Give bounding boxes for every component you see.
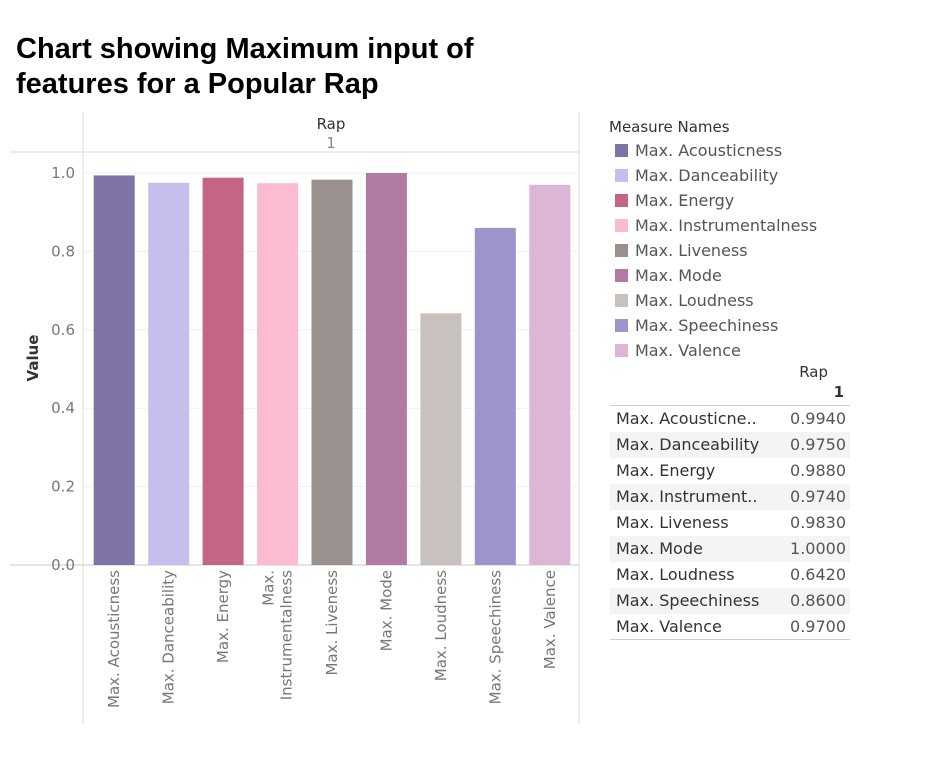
legend-item[interactable]: Max. Valence (610, 338, 930, 363)
y-tick-labels: 0.0 0.2 0.4 0.6 0.8 1.0 (51, 164, 75, 574)
legend-label: Max. Speechiness (635, 316, 779, 335)
legend-label: Max. Valence (635, 341, 741, 360)
table-row-name: Max. Danceability (616, 435, 760, 454)
y-tick-label: 0.4 (51, 399, 75, 417)
table-rows: Max. Acousticne.. 0.9940 Max. Danceability… (610, 405, 850, 640)
legend-item[interactable]: Max. Speechiness (610, 313, 930, 338)
x-tick-label: Max. Speechiness (486, 570, 504, 705)
x-tick-label: Max. (260, 570, 278, 606)
table-row: Max. Loudness 0.6420 (610, 562, 850, 588)
legend-swatch (615, 294, 628, 307)
bar[interactable] (420, 313, 462, 565)
table-row-value: 0.9740 (790, 487, 846, 506)
legend-item[interactable]: Max. Danceability (610, 163, 930, 188)
table-row-value: 0.8600 (790, 591, 846, 610)
table-header: Rap (799, 363, 828, 381)
legend-item[interactable]: Max. Liveness (610, 238, 930, 263)
table-row: Max. Danceability 0.9750 (610, 432, 850, 458)
y-tick-label: 1.0 (51, 164, 75, 182)
legend-label: Max. Mode (635, 266, 722, 285)
legend-item[interactable]: Max. Energy (610, 188, 930, 213)
legend-swatch (615, 319, 628, 332)
chart-title: Chart showing Maximum input of features … (16, 33, 474, 100)
legend-title: Measure Names (609, 118, 730, 136)
legend-swatch (615, 269, 628, 282)
legend-swatch (615, 194, 628, 207)
x-tick-label: Max. Valence (541, 570, 559, 669)
bar[interactable] (365, 173, 407, 565)
x-tick-label: Max. Mode (377, 570, 395, 651)
y-axis-label: Value (24, 335, 42, 382)
legend-label: Max. Liveness (635, 241, 748, 260)
y-tick-label: 0.8 (51, 242, 75, 260)
table-row-name: Max. Instrument.. (616, 487, 758, 506)
bar[interactable] (148, 182, 190, 566)
x-tick-label: Max. Loudness (432, 570, 450, 681)
legend-label: Max. Loudness (635, 291, 754, 310)
table-row-value: 0.9750 (790, 435, 846, 454)
table-row-value: 0.9700 (790, 617, 846, 636)
table-row-value: 0.9940 (790, 409, 846, 428)
bar[interactable] (474, 227, 516, 565)
table-row: Max. Speechiness 0.8600 (610, 588, 850, 614)
legend-swatch (615, 144, 628, 157)
table-row-name: Max. Liveness (616, 513, 729, 532)
column-header: Rap (317, 115, 346, 133)
legend-swatch (615, 244, 628, 257)
legend-item[interactable]: Max. Acousticness (610, 138, 930, 163)
table-row: Max. Liveness 0.9830 (610, 510, 850, 536)
column-subheader: 1 (326, 134, 336, 152)
x-tick-label: Max. Liveness (323, 570, 341, 676)
bar-chart: 0.00.20.40.60.81.0 Max. Acousticness Max.… (10, 112, 580, 724)
legend-label: Max. Danceability (635, 166, 779, 185)
table-subheader: 1 (833, 383, 844, 401)
legend-swatch (615, 219, 628, 232)
x-tick-label: Instrumentalness (278, 570, 296, 700)
legend-item[interactable]: Max. Instrumentalness (610, 213, 930, 238)
bar[interactable] (202, 177, 244, 565)
legend-item[interactable]: Max. Mode (610, 263, 930, 288)
bar[interactable] (93, 175, 135, 565)
legend: Measure Names Max. Acousticness Max. Danc… (609, 116, 930, 363)
legend-swatch (615, 169, 628, 182)
x-tick-label: Max. Energy (214, 570, 232, 663)
table-row-name: Max. Valence (616, 617, 722, 636)
table-row: Max. Valence 0.9700 (610, 614, 850, 640)
table-row: Max. Energy 0.9880 (610, 458, 850, 484)
table-row-name: Max. Loudness (616, 565, 735, 584)
table-row-name: Max. Mode (616, 539, 703, 558)
table-row-value: 0.9830 (790, 513, 846, 532)
legend-item[interactable]: Max. Loudness (610, 288, 930, 313)
value-table: Rap 1 Max. Acousticne.. 0.9940 Max. Dancea… (610, 362, 850, 640)
legend-label: Max. Energy (635, 191, 735, 210)
bar[interactable] (257, 183, 299, 565)
x-tick-labels: Max. Acousticness Max. Danceability Max. E… (105, 570, 559, 708)
legend-swatch (615, 344, 628, 357)
y-tick-label: 0.0 (51, 556, 75, 574)
table-row-name: Max. Energy (616, 461, 716, 480)
table-row-value: 0.9880 (790, 461, 846, 480)
table-row: Max. Mode 1.0000 (610, 536, 850, 562)
legend-label: Max. Instrumentalness (635, 216, 818, 235)
table-row: Max. Instrument.. 0.9740 (610, 484, 850, 510)
y-tick-label: 0.6 (51, 321, 75, 339)
table-row-value: 0.6420 (790, 565, 846, 584)
bars-group[interactable] (93, 173, 571, 566)
y-tick-label: 0.2 (51, 478, 75, 496)
table-row-name: Max. Speechiness (616, 591, 760, 610)
table-row-name: Max. Acousticne.. (616, 409, 757, 428)
table-row: Max. Acousticne.. 0.9940 (610, 406, 850, 432)
x-tick-label: Max. Acousticness (105, 570, 123, 708)
table-row-value: 1.0000 (790, 539, 846, 558)
bar[interactable] (311, 179, 353, 565)
x-tick-label: Max. Danceability (160, 570, 178, 704)
bar[interactable] (529, 184, 571, 566)
legend-label: Max. Acousticness (635, 141, 783, 160)
legend-items: Max. Acousticness Max. Danceability Max. E… (610, 138, 930, 363)
